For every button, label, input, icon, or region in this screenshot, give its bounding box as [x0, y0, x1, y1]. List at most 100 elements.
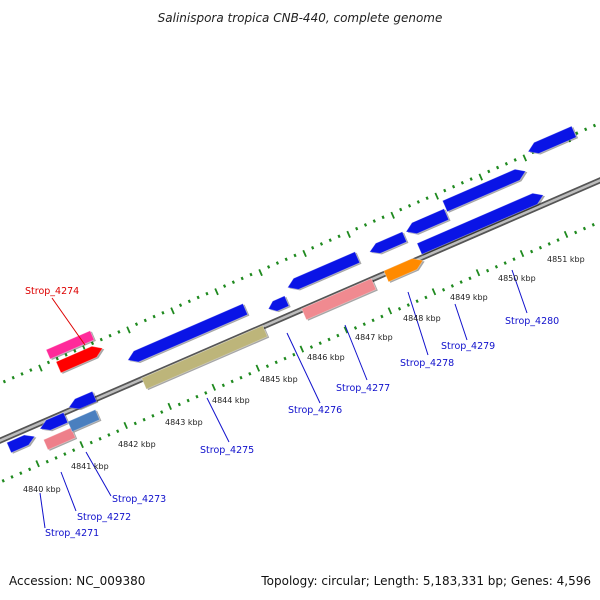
cds-arrow-strop-4279[interactable] — [416, 189, 547, 256]
gene-label-strop-4276[interactable]: Strop_4276 — [288, 405, 342, 416]
accession-text: Accession: NC_009380 — [9, 574, 145, 588]
major-tick — [302, 249, 307, 258]
gene-block-strop-4274[interactable] — [45, 330, 96, 360]
leader-strop-4274 — [51, 297, 86, 346]
tick-label: 4843 kbp — [165, 418, 203, 427]
gene-label-strop-4271[interactable]: Strop_4271 — [45, 528, 99, 539]
minor-tick — [178, 303, 183, 307]
minor-tick — [406, 303, 410, 307]
minor-tick — [55, 356, 59, 361]
leader-strop-4279 — [454, 303, 468, 341]
minor-tick — [381, 215, 385, 220]
minor-tick — [284, 257, 288, 262]
gene-label-strop-4277[interactable]: Strop_4277 — [336, 383, 390, 394]
minor-tick — [425, 196, 429, 200]
cds-arrow-strop-4274[interactable] — [55, 342, 107, 374]
minor-tick — [556, 238, 560, 242]
minor-tick — [582, 226, 587, 231]
minor-tick — [530, 249, 534, 254]
tick-label: 4844 kbp — [212, 396, 250, 405]
major-tick — [475, 269, 481, 277]
major-tick — [563, 230, 569, 238]
cds-arrow[interactable] — [526, 125, 579, 159]
minor-tick — [424, 295, 428, 300]
minor-tick — [547, 242, 551, 246]
major-tick — [519, 249, 525, 258]
minor-tick — [584, 127, 588, 132]
minor-tick — [196, 295, 200, 300]
major-tick — [167, 402, 172, 410]
inner-ticks — [1, 222, 595, 483]
minor-tick — [591, 222, 595, 227]
feature-track — [6, 125, 579, 454]
minor-tick — [363, 223, 368, 227]
leader-strop-4278 — [407, 291, 429, 356]
label-leaders — [39, 269, 528, 529]
minor-tick — [107, 433, 111, 437]
leader-strop-4271 — [39, 492, 46, 529]
tick-label: 4849 kbp — [450, 293, 488, 302]
cds-arrow[interactable] — [6, 431, 39, 454]
minor-tick — [504, 161, 508, 166]
gene-label-strop-4273[interactable]: Strop_4273 — [112, 494, 166, 505]
minor-tick — [240, 276, 244, 281]
misc-feature-block[interactable] — [67, 409, 102, 433]
minor-tick — [275, 261, 280, 265]
minor-tick — [187, 299, 191, 304]
cds-arrow[interactable] — [404, 208, 451, 238]
minor-tick — [134, 322, 139, 327]
cds-arrow[interactable] — [125, 303, 250, 367]
minor-tick — [574, 230, 578, 235]
minor-tick — [328, 238, 332, 242]
leader-strop-4276 — [286, 332, 321, 404]
cds-arrow[interactable] — [367, 231, 409, 258]
gene-label-strop-4279[interactable]: Strop_4279 — [441, 341, 495, 352]
minor-tick — [397, 307, 402, 311]
gene-label-strop-4274[interactable]: Strop_4274 — [25, 286, 79, 297]
gene-label-strop-4275[interactable]: Strop_4275 — [200, 445, 254, 456]
cds-arrow[interactable] — [441, 165, 529, 213]
gene-label-strop-4280[interactable]: Strop_4280 — [505, 316, 559, 327]
minor-tick — [495, 165, 500, 170]
major-tick — [38, 364, 43, 372]
minor-tick — [487, 169, 491, 174]
major-tick — [299, 345, 305, 353]
minor-tick — [133, 421, 137, 426]
minor-tick — [10, 475, 14, 479]
gene-label-strop-4278[interactable]: Strop_4278 — [400, 358, 454, 369]
rrna-block[interactable] — [43, 427, 78, 451]
minor-tick — [311, 246, 315, 250]
minor-tick — [63, 452, 67, 456]
gene-labels: Strop_4271 Strop_4272 Strop_4273 Strop_4… — [25, 286, 559, 539]
cds-arrow[interactable] — [67, 390, 99, 414]
cds-arrow[interactable] — [266, 295, 291, 315]
minor-tick — [142, 417, 146, 422]
major-tick — [126, 326, 131, 334]
minor-tick — [221, 383, 225, 388]
minor-tick — [283, 356, 287, 361]
map-title: Salinispora tropica CNB-440, complete ge… — [158, 11, 443, 25]
minor-tick — [151, 414, 155, 418]
minor-tick — [204, 391, 208, 395]
cds-arrow[interactable] — [38, 412, 70, 435]
major-tick — [522, 154, 528, 162]
tick-label: 4840 kbp — [23, 485, 61, 494]
cds-arrow-strop-4278[interactable] — [383, 254, 427, 283]
leader-strop-4273 — [85, 451, 112, 497]
minor-tick — [28, 467, 32, 472]
minor-tick — [20, 372, 24, 376]
minor-tick — [309, 345, 314, 349]
minor-tick — [143, 318, 147, 323]
gene-block-strop-4277[interactable] — [301, 277, 378, 321]
minor-tick — [512, 257, 516, 261]
leader-strop-4277 — [344, 324, 368, 381]
minor-tick — [11, 375, 15, 380]
tick-label: 4847 kbp — [355, 333, 393, 342]
gene-block-strop-4275[interactable] — [141, 325, 270, 391]
gene-label-strop-4272[interactable]: Strop_4272 — [77, 512, 131, 523]
minor-tick — [222, 284, 227, 288]
major-tick — [387, 307, 393, 315]
cds-arrow[interactable] — [285, 251, 362, 294]
leader-strop-4280 — [511, 269, 528, 314]
